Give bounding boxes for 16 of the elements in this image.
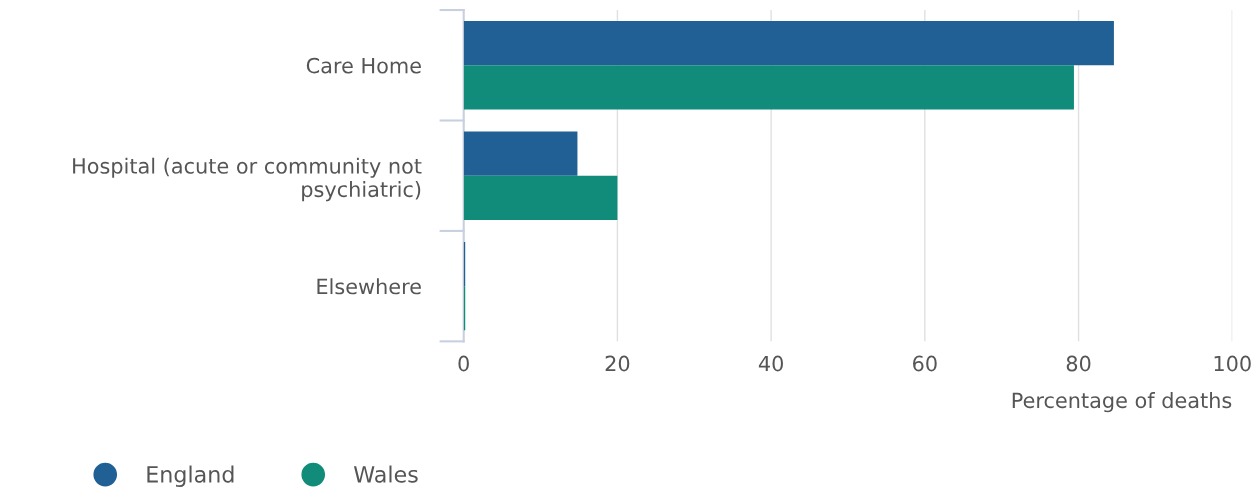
x-tick-label: 20 [605,355,630,372]
legend-label: Wales [353,465,418,483]
legend-label: England [147,465,234,488]
x-tick-label: 60 [913,355,937,372]
x-axis-title: Percentage of deaths [1012,392,1232,413]
x-tick-label: 40 [758,355,783,372]
bar [463,175,618,220]
x-tick-label: 80 [1066,355,1091,372]
y-tick-label: Care Home [306,57,421,74]
bar [463,65,1074,110]
x-tick-label: 100 [1214,355,1251,372]
y-tick-label: Elsewhere [317,278,421,295]
bar [463,21,1114,66]
bar [463,131,578,176]
x-tick-label: 0 [458,355,469,372]
y-tick-label: Hospital (acute or community not psychiatric) [73,157,422,202]
